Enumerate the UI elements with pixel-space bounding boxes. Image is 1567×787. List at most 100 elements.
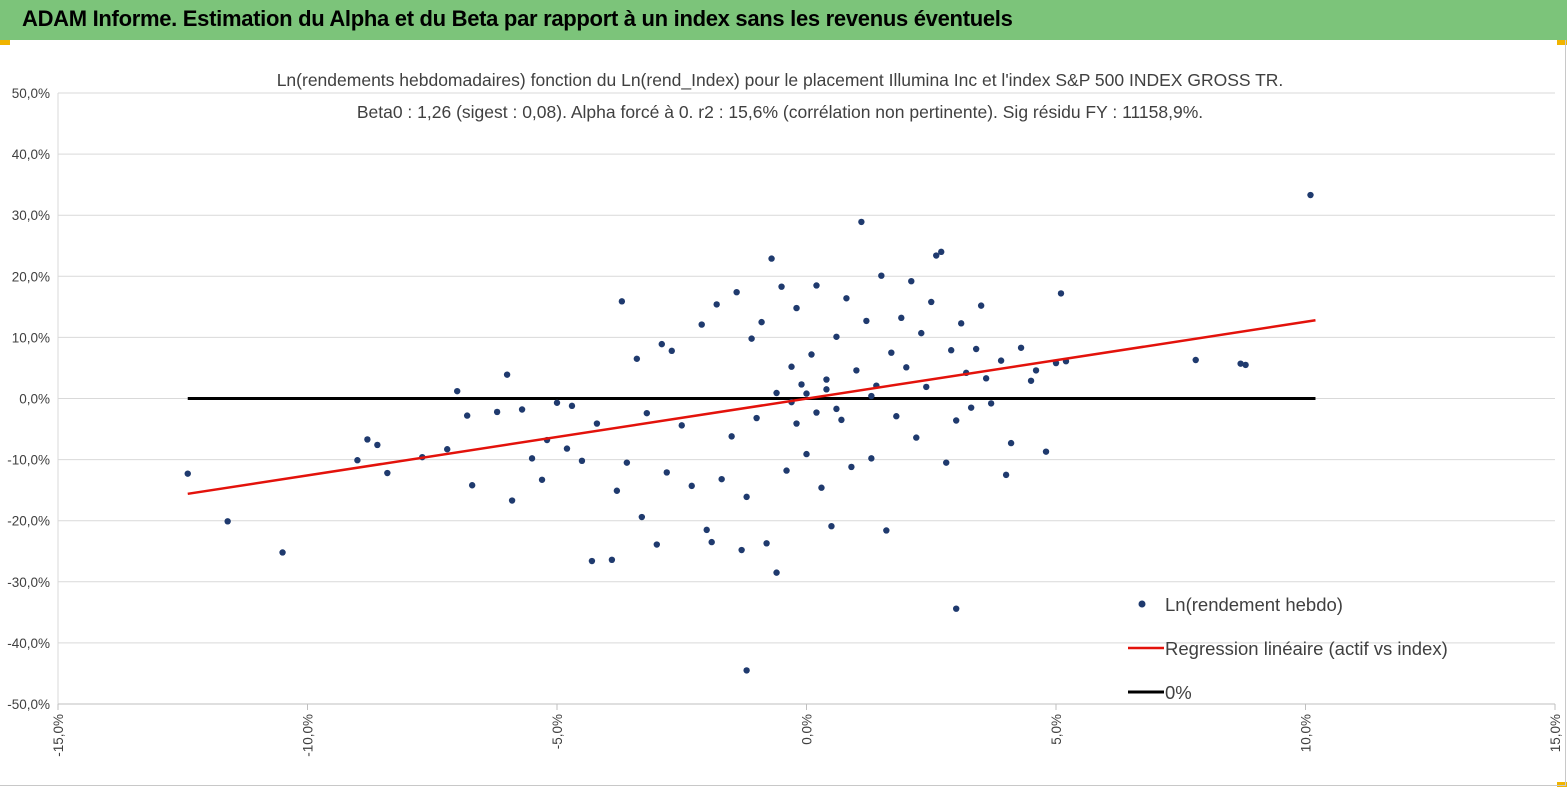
data-point: [748, 335, 755, 342]
data-point: [1032, 367, 1040, 374]
data-point: [508, 497, 516, 504]
data-point: [718, 475, 725, 483]
legend-label: Regression linéaire (actif vs index): [1165, 638, 1448, 659]
data-point: [823, 376, 830, 383]
x-tick-label: 15,0%: [1548, 714, 1563, 752]
data-point: [763, 540, 770, 547]
data-point: [633, 355, 641, 362]
data-point: [878, 272, 885, 279]
regression-line: [187, 319, 1316, 496]
data-point: [997, 357, 1005, 364]
data-point: [224, 518, 231, 525]
data-point: [908, 277, 915, 285]
y-tick-label: 0,0%: [19, 392, 50, 407]
data-point: [463, 412, 471, 419]
data-point: [778, 283, 785, 290]
data-point: [663, 469, 670, 476]
data-point: [643, 409, 651, 417]
data-point: [728, 433, 735, 440]
data-point: [468, 482, 476, 489]
data-point: [833, 333, 840, 340]
x-tick-label: 5,0%: [1049, 714, 1064, 745]
data-point: [623, 459, 631, 466]
data-point: [1017, 344, 1025, 351]
data-point: [858, 218, 865, 226]
data-point: [903, 364, 910, 371]
data-point: [568, 402, 576, 410]
data-point: [1027, 377, 1035, 384]
data-point: [977, 302, 985, 309]
corner-marker-top-left: [0, 40, 10, 45]
legend: Ln(rendement hebdo) Regression linéaire (…: [1128, 594, 1448, 703]
data-point: [698, 321, 705, 328]
data-point: [773, 569, 780, 576]
data-point: [933, 252, 940, 259]
data-point: [923, 383, 930, 391]
data-point: [503, 371, 511, 378]
data-point: [658, 340, 665, 348]
y-tick-label: 20,0%: [12, 269, 50, 284]
window-title: ADAM Informe. Estimation du Alpha et du …: [22, 6, 1013, 31]
data-point: [828, 522, 835, 530]
x-tick-label: 0,0%: [800, 714, 815, 745]
data-point: [743, 493, 750, 501]
data-point: [1237, 360, 1244, 367]
data-point: [957, 320, 965, 327]
data-point: [184, 470, 191, 477]
data-point: [843, 295, 850, 302]
data-point: [883, 527, 890, 534]
data-point: [593, 420, 601, 427]
data-point: [813, 409, 820, 416]
data-point: [898, 314, 905, 322]
data-point: [953, 605, 960, 612]
legend-label: Ln(rendement hebdo): [1165, 594, 1343, 615]
data-point: [444, 446, 451, 453]
data-point: [638, 513, 646, 521]
data-point: [753, 414, 760, 422]
y-tick-label: 40,0%: [12, 147, 50, 162]
y-tick-label: -40,0%: [7, 636, 50, 651]
data-point: [668, 347, 675, 355]
data-point: [618, 298, 626, 305]
data-point: [863, 317, 870, 325]
y-tick-label: 10,0%: [12, 330, 50, 345]
data-point: [972, 345, 980, 353]
data-point: [553, 399, 561, 406]
y-tick-label: -30,0%: [7, 575, 50, 590]
data-point: [454, 387, 461, 395]
data-point: [813, 282, 820, 289]
data-point: [613, 487, 621, 494]
data-point: [578, 457, 586, 465]
data-point: [738, 546, 745, 554]
data-point: [893, 413, 900, 420]
chart-frame: [0, 40, 1566, 786]
header-banner: ADAM Informe. Estimation du Alpha et du …: [0, 0, 1567, 40]
data-point: [1242, 361, 1249, 369]
data-point: [987, 400, 995, 407]
data-point: [678, 422, 685, 429]
data-point: [1002, 471, 1010, 479]
data-point: [703, 526, 710, 534]
data-point: [374, 441, 381, 449]
data-point: [608, 556, 616, 564]
x-tick-label: -5,0%: [550, 714, 565, 749]
data-point: [783, 467, 790, 474]
data-point: [913, 434, 920, 441]
data-point: [808, 351, 815, 358]
data-point: [758, 318, 765, 326]
data-point: [384, 469, 391, 477]
y-tick-label: -50,0%: [7, 697, 50, 712]
y-tick-label: -20,0%: [7, 514, 50, 529]
data-point: [953, 417, 960, 424]
data-point: [967, 404, 975, 411]
x-tick-label: -15,0%: [51, 714, 66, 757]
data-point: [868, 455, 875, 462]
data-point: [743, 667, 750, 674]
corner-marker-top-right: [1557, 40, 1567, 45]
data-point: [653, 541, 660, 548]
data-point: [528, 455, 536, 462]
x-tick-label: 10,0%: [1299, 714, 1314, 752]
chart-title: Ln(rendements hebdomadaires) fonction du…: [277, 70, 1284, 91]
data-point: [793, 420, 800, 427]
data-point: [803, 390, 810, 397]
